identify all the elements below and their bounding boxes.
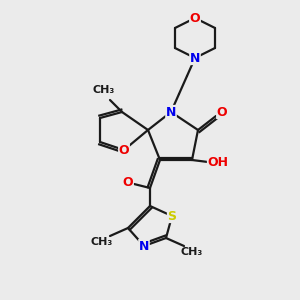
- Text: N: N: [139, 239, 149, 253]
- Text: O: O: [123, 176, 133, 188]
- Text: CH₃: CH₃: [181, 247, 203, 257]
- Text: S: S: [167, 209, 176, 223]
- Text: OH: OH: [208, 155, 229, 169]
- Text: O: O: [217, 106, 227, 118]
- Text: CH₃: CH₃: [91, 237, 113, 247]
- Text: N: N: [166, 106, 176, 118]
- Text: CH₃: CH₃: [93, 85, 115, 95]
- Text: O: O: [119, 143, 129, 157]
- Text: N: N: [190, 52, 200, 64]
- Text: O: O: [190, 11, 200, 25]
